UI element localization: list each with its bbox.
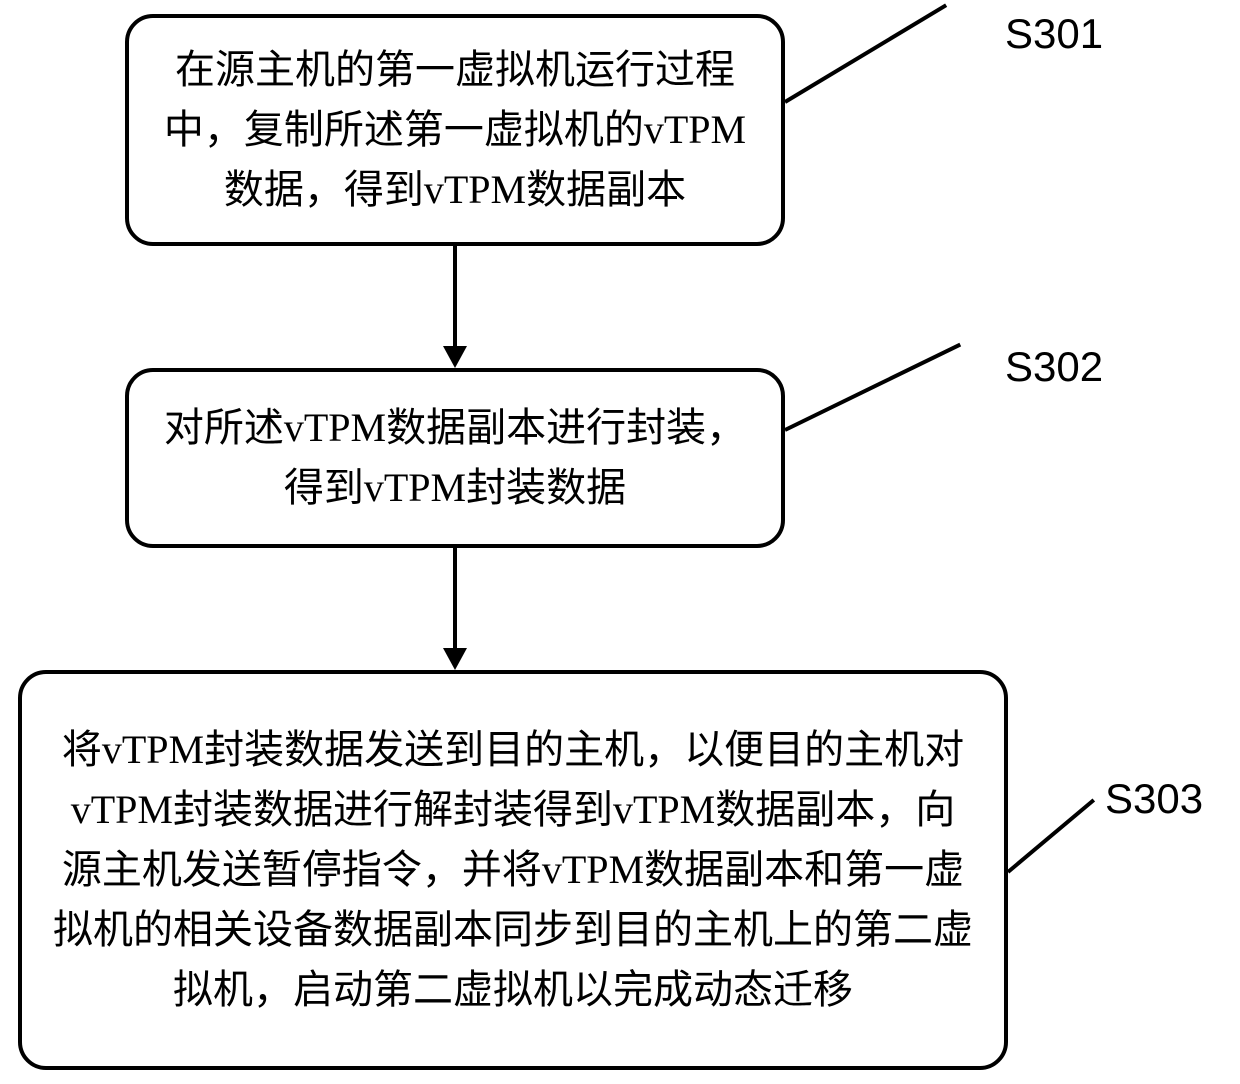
node-2-text: 对所述vTPM数据副本进行封装，得到vTPM封装数据 <box>159 398 751 518</box>
node-3-text: 将vTPM封装数据发送到目的主机，以便目的主机对vTPM封装数据进行解封装得到v… <box>52 720 974 1020</box>
connector-1-2 <box>453 246 457 348</box>
arrow-2-3 <box>443 648 467 670</box>
node-3-label: S303 <box>1105 775 1203 823</box>
node-1-text: 在源主机的第一虚拟机运行过程中，复制所述第一虚拟机的vTPM数据，得到vTPM数… <box>159 40 751 220</box>
flowchart-node-2: 对所述vTPM数据副本进行封装，得到vTPM封装数据 <box>125 368 785 548</box>
flowchart-container: 在源主机的第一虚拟机运行过程中，复制所述第一虚拟机的vTPM数据，得到vTPM数… <box>0 0 1240 1084</box>
arrow-1-2 <box>443 346 467 368</box>
flowchart-node-1: 在源主机的第一虚拟机运行过程中，复制所述第一虚拟机的vTPM数据，得到vTPM数… <box>125 14 785 246</box>
leader-line-2 <box>784 343 961 432</box>
node-1-label: S301 <box>1005 10 1103 58</box>
leader-line-1 <box>784 3 947 103</box>
connector-2-3 <box>453 548 457 650</box>
flowchart-node-3: 将vTPM封装数据发送到目的主机，以便目的主机对vTPM封装数据进行解封装得到v… <box>18 670 1008 1070</box>
leader-line-3 <box>1007 798 1095 873</box>
node-2-label: S302 <box>1005 343 1103 391</box>
